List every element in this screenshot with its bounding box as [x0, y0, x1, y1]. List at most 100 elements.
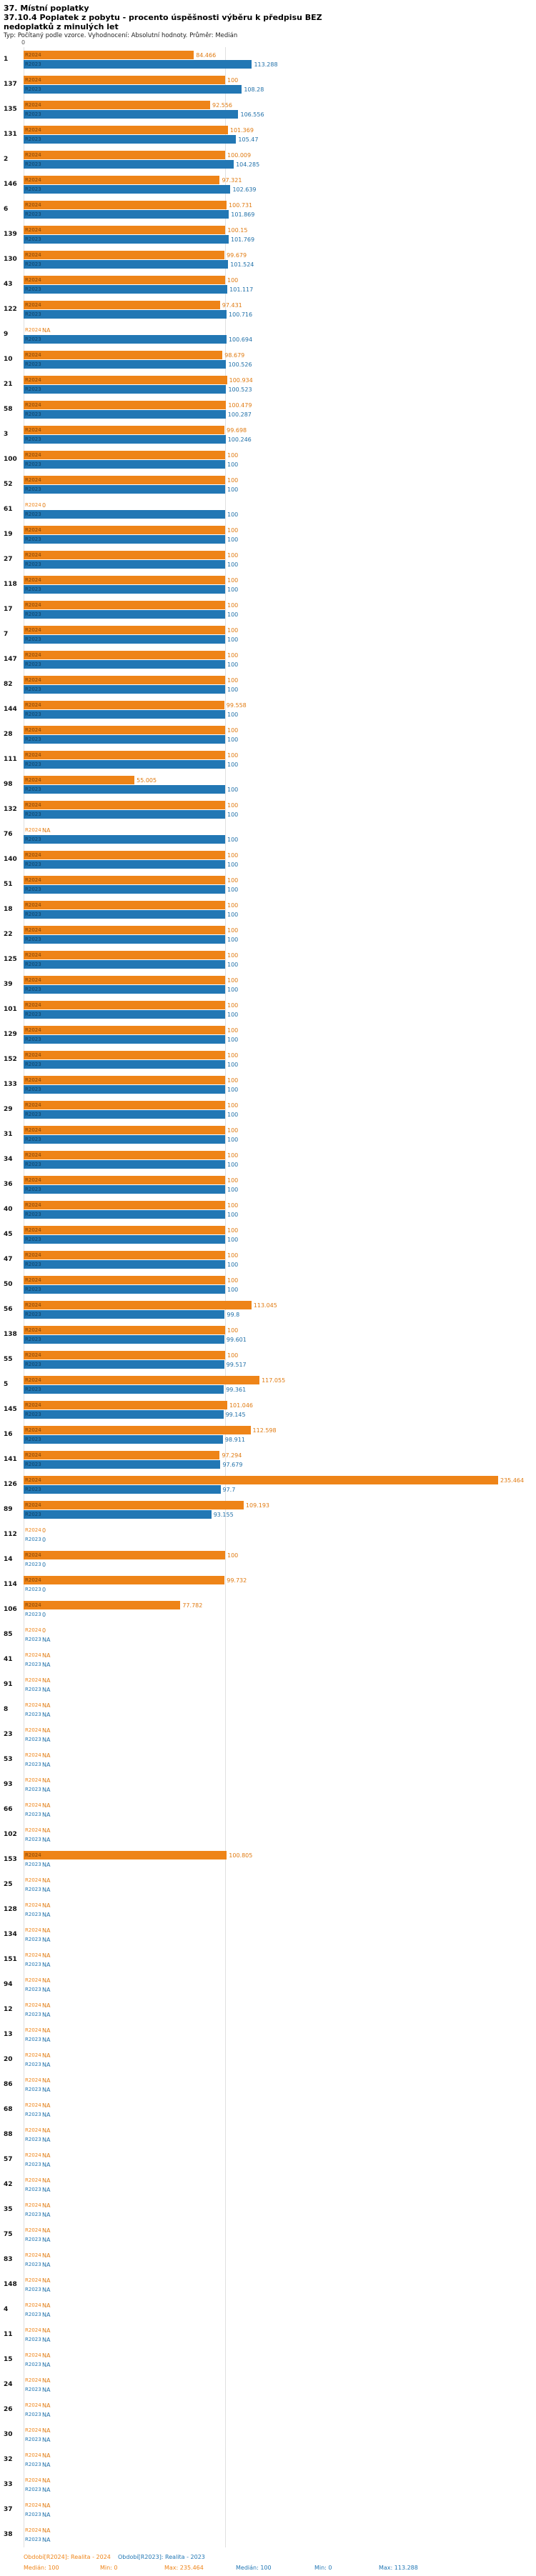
row-bars: 100 R2024 100 R2023 — [24, 626, 536, 647]
chart-row: 148 NA R2024 NA R2023 — [0, 2272, 536, 2297]
bar-value-r2024: 100 — [227, 727, 239, 734]
row-bars: NA R2024 100.694 R2023 — [24, 326, 536, 347]
bar-line-r2023: 100 R2023 — [24, 585, 536, 594]
row-id-label: 94 — [4, 1981, 13, 1988]
chart-row: 100 100 R2024 100 R2023 — [0, 447, 536, 472]
series-label-r2023: R2023 — [25, 1937, 41, 1942]
bar-value-r2023: 100 — [227, 761, 239, 768]
bar-line-r2023: NA R2023 — [24, 1785, 536, 1794]
row-bars: 99.698 R2024 100.246 R2023 — [24, 426, 536, 447]
series-label-r2024: R2024 — [25, 1877, 41, 1883]
series-label-r2023: R2023 — [25, 2437, 41, 2442]
bar-r2023 — [24, 885, 225, 894]
bar-line-r2023: 100 R2023 — [24, 660, 536, 669]
bar-r2024 — [24, 876, 225, 884]
chart-row: 10 98.679 R2024 100.526 R2023 — [0, 347, 536, 372]
bar-line-r2024: 101.369 R2024 — [24, 126, 536, 134]
bar-line-r2023: 100 R2023 — [24, 760, 536, 769]
chart-row: 91 NA R2024 NA R2023 — [0, 1672, 536, 1697]
series-label-r2023: R2023 — [25, 1637, 41, 1642]
bar-value-r2023: NA — [42, 1761, 51, 1768]
bar-value-r2024: NA — [42, 1777, 51, 1784]
bar-line-r2023: 104.285 R2023 — [24, 160, 536, 169]
bar-r2023 — [24, 1160, 225, 1169]
bar-value-r2024: NA — [42, 1927, 51, 1934]
bar-value-r2023: 101.769 — [230, 236, 255, 243]
row-id-label: 93 — [4, 1781, 13, 1788]
bar-value-r2024: 100 — [227, 1177, 239, 1184]
bar-r2023 — [24, 685, 225, 694]
bar-line-r2024: 100 R2024 — [24, 651, 536, 659]
row-bars: 92.556 R2024 106.556 R2023 — [24, 101, 536, 122]
bar-value-r2024: NA — [42, 2127, 51, 2134]
bar-value-r2024: NA — [42, 2327, 51, 2334]
chart-row: 112 0 R2024 0 R2023 — [0, 1522, 536, 1547]
bar-line-r2024: 100.15 R2024 — [24, 226, 536, 234]
bar-r2024 — [24, 1576, 225, 1584]
bar-line-r2023: 102.639 R2023 — [24, 185, 536, 194]
bar-r2024 — [24, 901, 225, 909]
row-id-label: 101 — [4, 1006, 17, 1013]
bar-value-r2023: 98.911 — [224, 1436, 245, 1443]
bar-line-r2023: 100.694 R2023 — [24, 335, 536, 344]
bar-line-r2024: NA R2024 — [24, 2076, 536, 2085]
series-label-r2024: R2024 — [25, 327, 41, 333]
bar-line-r2024: NA R2024 — [24, 2151, 536, 2160]
row-id-label: 10 — [4, 356, 13, 363]
bar-line-r2024: 0 R2024 — [24, 501, 536, 509]
chart-row: 8 NA R2024 NA R2023 — [0, 1697, 536, 1722]
chart-row: 19 100 R2024 100 R2023 — [0, 522, 536, 547]
bar-line-r2024: NA R2024 — [24, 2251, 536, 2260]
bar-value-r2023: 100 — [227, 936, 239, 943]
bar-line-r2023: 100 R2023 — [24, 1185, 536, 1194]
row-bars: 100 R2024 100 R2023 — [24, 1001, 536, 1022]
bar-value-r2023: NA — [42, 2461, 51, 2468]
bar-line-r2023: 100 R2023 — [24, 710, 536, 719]
bar-value-r2024: NA — [42, 2302, 51, 2309]
bar-line-r2023: 100 R2023 — [24, 1135, 536, 1144]
legend-median-r2024: Medián: 100 — [24, 2565, 59, 2571]
chart-row: 47 100 R2024 100 R2023 — [0, 1247, 536, 1272]
bar-value-r2023: 100 — [227, 661, 239, 668]
series-label-r2023: R2023 — [25, 2062, 41, 2067]
chart-row: 33 NA R2024 NA R2023 — [0, 2472, 536, 2497]
row-id-label: 38 — [4, 2531, 13, 2538]
bar-value-r2023: NA — [42, 2261, 51, 2268]
bar-line-r2024: 100 R2024 — [24, 1351, 536, 1359]
row-id-label: 17 — [4, 606, 13, 613]
row-bars: NA R2024 NA R2023 — [24, 2351, 536, 2372]
chart-row: 41 NA R2024 NA R2023 — [0, 1647, 536, 1672]
chart-row: 129 100 R2024 100 R2023 — [0, 1022, 536, 1047]
row-id-label: 15 — [4, 2356, 13, 2363]
bar-r2023 — [24, 810, 225, 819]
series-label-r2024: R2024 — [25, 1827, 41, 1833]
bar-value-r2024: NA — [42, 1952, 51, 1959]
bar-value-r2023: 97.679 — [222, 1461, 243, 1468]
bar-value-r2023: 104.285 — [236, 161, 260, 168]
chart-row: 53 NA R2024 NA R2023 — [0, 1747, 536, 1772]
row-bars: NA R2024 NA R2023 — [24, 2026, 536, 2047]
row-bars: NA R2024 NA R2023 — [24, 1776, 536, 1797]
row-id-label: 36 — [4, 1181, 13, 1188]
chart-row: 28 100 R2024 100 R2023 — [0, 722, 536, 747]
bar-r2024 — [24, 226, 226, 234]
row-id-label: 27 — [4, 556, 13, 563]
row-bars: 100 R2024 101.117 R2023 — [24, 276, 536, 297]
bar-value-r2024: 100.805 — [229, 1852, 253, 1859]
series-label-r2024: R2024 — [25, 2527, 41, 2533]
row-id-label: 89 — [4, 1506, 13, 1513]
bar-value-r2023: NA — [42, 2486, 51, 2493]
bar-value-r2024: 100 — [227, 952, 239, 959]
bar-line-r2023: 0 R2023 — [24, 1610, 536, 1619]
row-id-label: 20 — [4, 2056, 13, 2063]
row-id-label: 53 — [4, 1756, 13, 1763]
bar-line-r2024: NA R2024 — [24, 2201, 536, 2210]
bar-line-r2023: 100 R2023 — [24, 910, 536, 919]
row-bars: NA R2024 NA R2023 — [24, 2076, 536, 2097]
bar-line-r2023: 100 R2023 — [24, 535, 536, 544]
bar-r2024 — [24, 1376, 260, 1384]
bar-line-r2024: 100 R2024 — [24, 551, 536, 559]
series-label-r2024: R2024 — [25, 2452, 41, 2458]
row-id-label: 30 — [4, 2431, 13, 2438]
row-bars: 100 R2024 100 R2023 — [24, 1176, 536, 1197]
